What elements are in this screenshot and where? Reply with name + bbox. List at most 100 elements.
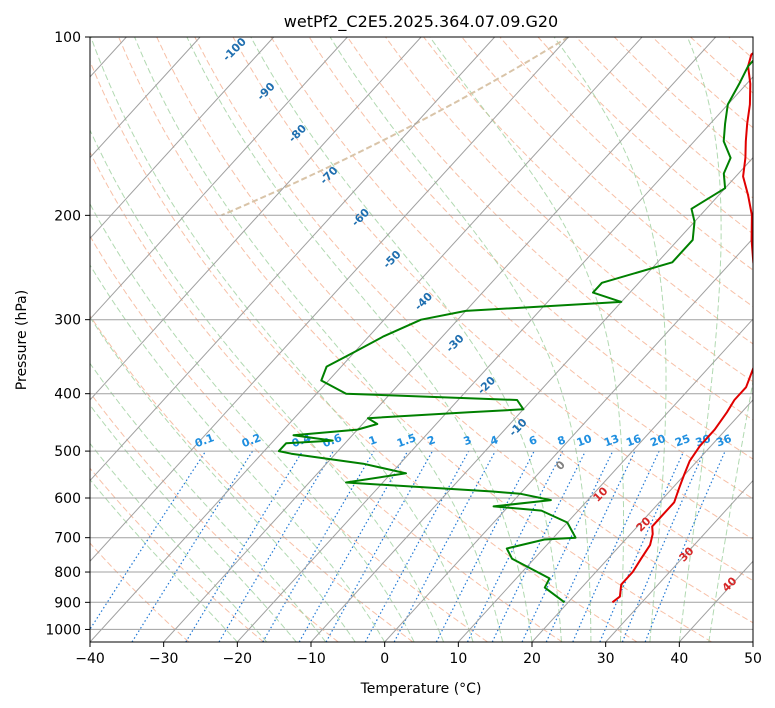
mixing-ratio-line bbox=[435, 450, 535, 642]
y-tick-label: 200 bbox=[54, 208, 81, 224]
mixing-ratio-label: 0.2 bbox=[240, 431, 263, 450]
mixing-ratio-line bbox=[325, 450, 434, 642]
moist-adiabat-label: -30 bbox=[443, 332, 466, 355]
isotherm bbox=[90, 37, 496, 482]
dry-adiabat bbox=[728, 37, 753, 60]
mixing-ratio-label: 0.1 bbox=[193, 431, 216, 450]
isotherm bbox=[531, 399, 753, 642]
y-tick-label: 100 bbox=[54, 30, 81, 46]
moist-adiabat bbox=[90, 128, 445, 642]
mixing-ratio-line bbox=[364, 450, 470, 642]
dewpoint-profile bbox=[277, 59, 753, 604]
y-tick-label: 600 bbox=[54, 491, 81, 507]
y-tick-label: 500 bbox=[54, 444, 81, 460]
y-tick-label: 900 bbox=[54, 595, 81, 611]
mixing-ratio-line bbox=[185, 450, 304, 642]
x-tick-label: 20 bbox=[523, 651, 541, 667]
x-axis-label: Temperature (°C) bbox=[360, 681, 482, 697]
mixing-ratio-label: 1 bbox=[367, 433, 379, 448]
plot-frame bbox=[89, 36, 754, 643]
moist-adiabat-label: -50 bbox=[380, 248, 403, 271]
y-axis-label: Pressure (hPa) bbox=[14, 290, 30, 390]
y-tick-label: 300 bbox=[54, 313, 81, 329]
mixing-ratio-line bbox=[572, 450, 660, 642]
mixing-ratio-label: 1.5 bbox=[395, 431, 418, 450]
mixing-ratio-label: 36 bbox=[714, 432, 733, 450]
mixing-ratio-line bbox=[131, 450, 254, 642]
mixing-ratio-line bbox=[393, 450, 496, 642]
moist-adiabat bbox=[678, 37, 722, 642]
mixing-ratio-label: 2 bbox=[425, 433, 437, 448]
mixing-ratio-line bbox=[466, 450, 564, 642]
dry-adiabat bbox=[90, 235, 488, 642]
moist-adiabat bbox=[90, 442, 268, 642]
chart-title: wetPf2_C2E5.2025.364.07.09.G20 bbox=[284, 12, 558, 32]
line-annotations: -100-90-80-70-60-50-40-30-20-10010203040… bbox=[193, 37, 740, 595]
x-tick-label: 0 bbox=[380, 651, 389, 667]
dry-adiabat bbox=[346, 37, 753, 421]
moist-adiabat-label: 10 bbox=[591, 484, 611, 504]
mixing-ratio-label: 8 bbox=[556, 433, 568, 448]
dry-adiabat bbox=[575, 37, 753, 199]
x-tick-label: −10 bbox=[296, 651, 326, 667]
dry-adiabat bbox=[90, 60, 638, 642]
moist-adiabat-label: -90 bbox=[254, 80, 277, 103]
dry-adiabat bbox=[767, 37, 775, 642]
dry-adiabat bbox=[690, 37, 753, 94]
mixing-ratio-line bbox=[599, 450, 685, 642]
mixing-ratio-label: 6 bbox=[527, 433, 539, 448]
isotherm bbox=[163, 37, 717, 642]
dry-adiabat bbox=[385, 37, 753, 383]
isotherm bbox=[457, 318, 753, 642]
mixing-ratio-label: 3 bbox=[462, 433, 474, 448]
dry-adiabat bbox=[156, 37, 753, 624]
isotherm bbox=[310, 156, 753, 642]
dry-adiabat bbox=[90, 467, 264, 642]
mixing-ratio-label: 25 bbox=[673, 432, 692, 449]
isotherm bbox=[605, 479, 753, 642]
mixing-ratio-label: 4 bbox=[488, 433, 500, 448]
mixing-ratio-line bbox=[621, 450, 705, 642]
y-tick-label: 800 bbox=[54, 565, 81, 581]
background-lines bbox=[90, 37, 775, 642]
x-axis-ticks: −40 −30 −20 −10 0 10 20 30 40 50 bbox=[75, 642, 762, 667]
moist-adiabat bbox=[134, 37, 503, 642]
mixing-ratio-label: 10 bbox=[575, 432, 594, 450]
moist-adiabat-label: -40 bbox=[412, 290, 435, 313]
moist-adiabat bbox=[90, 37, 474, 642]
x-tick-label: −40 bbox=[75, 651, 105, 667]
dry-adiabat bbox=[90, 391, 339, 642]
isotherm bbox=[90, 37, 643, 642]
moist-adiabat bbox=[90, 264, 386, 642]
moist-adiabat-label: 0 bbox=[553, 458, 568, 473]
moist-adiabat bbox=[329, 37, 592, 642]
y-tick-label: 400 bbox=[54, 387, 81, 403]
dry-adiabat bbox=[461, 37, 753, 308]
mixing-ratio-label: 16 bbox=[624, 432, 643, 450]
y-tick-label: 700 bbox=[54, 531, 81, 547]
x-tick-label: −30 bbox=[149, 651, 179, 667]
y-axis-ticks: 100 200 300 400 500 600 700 800 900 1000 bbox=[45, 30, 90, 638]
x-tick-label: 10 bbox=[449, 651, 467, 667]
mixing-ratio-label: 13 bbox=[602, 432, 621, 449]
isotherm bbox=[90, 37, 201, 159]
temperature-profile bbox=[611, 51, 753, 604]
isotherm bbox=[752, 641, 753, 642]
x-tick-label: 30 bbox=[597, 651, 615, 667]
moist-adiabat-label: 40 bbox=[720, 574, 740, 594]
y-tick-label: 1000 bbox=[45, 622, 81, 638]
x-tick-label: 40 bbox=[670, 651, 688, 667]
moist-adiabat bbox=[429, 37, 624, 642]
x-tick-label: 50 bbox=[744, 651, 762, 667]
moist-adiabat bbox=[186, 37, 533, 642]
mixing-ratio-line bbox=[90, 450, 207, 631]
mixing-ratio-line bbox=[491, 450, 586, 642]
x-tick-label: −20 bbox=[223, 651, 253, 667]
isotherm bbox=[90, 37, 275, 240]
dry-adiabat bbox=[90, 151, 563, 642]
moist-adiabat bbox=[90, 316, 356, 642]
dry-adiabat bbox=[270, 37, 753, 500]
isotherm bbox=[236, 76, 753, 642]
